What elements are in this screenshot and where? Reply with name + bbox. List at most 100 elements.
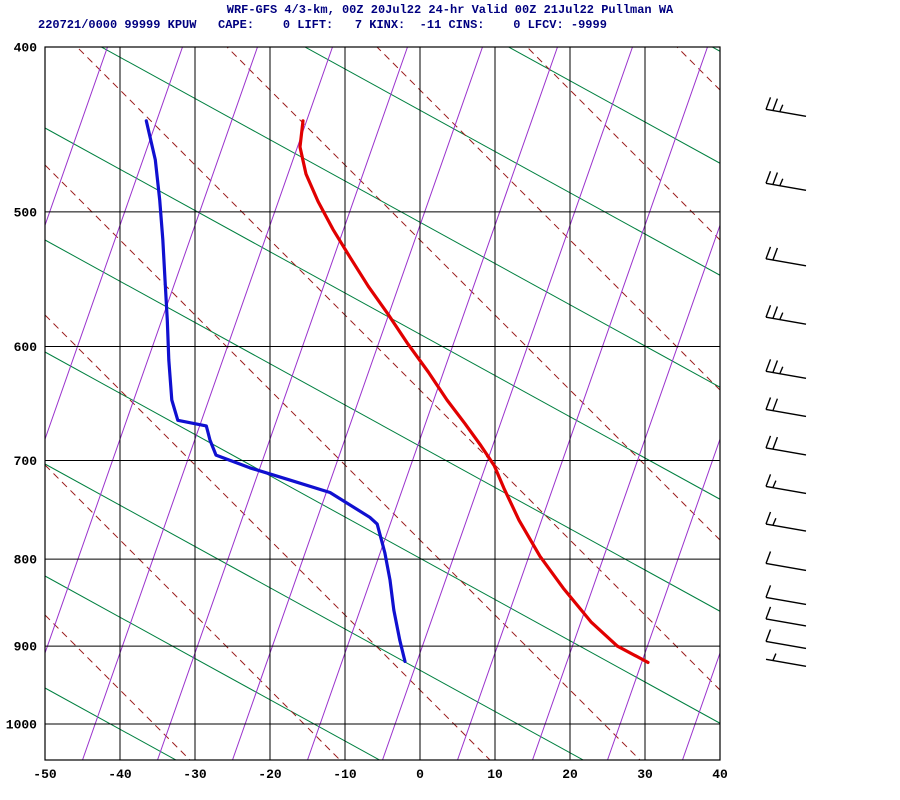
barb-full-tick: [772, 360, 779, 373]
barb-full-tick: [772, 172, 779, 185]
temperature-axis-label: -40: [108, 767, 132, 782]
wind-barb: [765, 551, 807, 572]
barb-full-tick: [765, 606, 772, 620]
isotherm-layer: [45, 47, 900, 760]
barb-staff: [765, 258, 807, 267]
wind-barb: [765, 606, 807, 627]
temperature-axis-label: 40: [712, 767, 728, 782]
isotherm-line: [45, 47, 258, 655]
temperature-axis-label: 0: [416, 767, 424, 782]
barb-full-tick: [772, 306, 779, 319]
dry-adiabat-line: [100, 47, 720, 388]
barb-half-tick: [779, 178, 784, 186]
pressure-axis-label: 400: [14, 41, 38, 56]
temperature-axis-label: -30: [183, 767, 207, 782]
isotherm-line: [82, 47, 333, 760]
temperature-axis-label: -50: [33, 767, 57, 782]
moist-adiabat-line: [45, 164, 641, 760]
temperature-axis-label: 20: [562, 767, 578, 782]
barb-full-tick: [772, 247, 779, 261]
wind-barb: [765, 304, 807, 325]
isotherm-line: [382, 47, 633, 760]
barb-staff: [765, 596, 807, 606]
moist-adiabat-line: [45, 314, 491, 760]
wind-barb: [765, 359, 807, 380]
barb-half-tick: [772, 480, 777, 488]
moist-adiabat-line: [526, 47, 720, 241]
temperature-axis-label: -10: [333, 767, 357, 782]
pressure-axis-label: 600: [14, 340, 38, 355]
isotherm-line: [232, 47, 483, 760]
barb-staff: [765, 640, 807, 650]
isotherm-line: [45, 47, 108, 227]
barb-full-tick: [772, 436, 779, 450]
barb-half-tick: [772, 653, 777, 661]
isotherm-line: [457, 47, 708, 760]
moist-adiabat-line: [226, 47, 720, 541]
isotherm-line: [307, 47, 558, 760]
pressure-axis-label: 800: [14, 553, 38, 568]
barb-full-tick: [765, 435, 772, 449]
barb-full-tick: [765, 246, 772, 260]
barb-half-tick: [779, 366, 784, 375]
barb-staff: [765, 618, 807, 627]
barb-full-tick: [765, 359, 772, 372]
barb-staff: [765, 658, 807, 668]
wind-barb: [765, 474, 807, 495]
temperature-axis-label: -20: [258, 767, 282, 782]
grid-layer: [44, 46, 721, 760]
barb-full-tick: [765, 397, 772, 410]
barb-full-tick: [765, 97, 772, 110]
pressure-axis-label: 1000: [6, 717, 37, 732]
barb-staff: [765, 108, 807, 118]
isotherm-line: [532, 223, 720, 760]
dry-adiabat-line: [507, 47, 720, 164]
wind-barb: [765, 629, 807, 650]
isotherm-line: [157, 47, 408, 760]
moist-adiabat-line: [76, 47, 720, 691]
dry-adiabat-line: [45, 687, 177, 760]
pressure-axis-label: 500: [14, 205, 38, 220]
pressure-axis-label: 700: [14, 454, 38, 469]
barb-staff: [765, 485, 807, 495]
barb-staff: [765, 182, 807, 191]
axis-labels-layer: 400 500 600 700 800 900 1000 -50 -40 -30 -20 -10 0 10…: [6, 41, 728, 783]
wind-barb: [765, 435, 807, 456]
temperature-axis-label: 10: [487, 767, 503, 782]
barb-staff: [765, 370, 807, 380]
moist-adiabat-line: [376, 47, 720, 391]
barb-staff: [765, 523, 807, 532]
moist-adiabat-line: [45, 614, 191, 760]
barb-full-tick: [765, 585, 772, 598]
dry-adiabat-line: [45, 239, 720, 612]
moist-adiabat-line: [45, 464, 341, 760]
wind-barb: [765, 171, 807, 191]
barb-staff: [765, 316, 807, 325]
windbarb-layer: [765, 97, 807, 668]
pressure-axis-label: 900: [14, 640, 38, 655]
isotherm-line: [758, 47, 900, 760]
barb-half-tick: [779, 104, 784, 113]
barb-full-tick: [765, 551, 772, 564]
dewpoint-trace: [144, 119, 407, 664]
barb-half-tick: [772, 517, 777, 526]
moist-adiabat-layer: [45, 47, 720, 760]
barb-full-tick: [772, 398, 779, 411]
barb-full-tick: [765, 474, 772, 487]
wind-barb: [765, 585, 807, 606]
barb-staff: [765, 562, 807, 572]
barb-staff: [765, 408, 807, 418]
dry-adiabat-line: [45, 351, 720, 724]
isotherm-line: [682, 651, 720, 760]
dry-adiabat-line: [45, 127, 720, 500]
isotherm-line: [607, 437, 720, 760]
dry-adiabat-line: [45, 575, 381, 760]
barb-full-tick: [765, 304, 772, 318]
barb-half-tick: [779, 312, 784, 320]
barb-full-tick: [765, 629, 772, 642]
wind-barb: [765, 97, 807, 118]
